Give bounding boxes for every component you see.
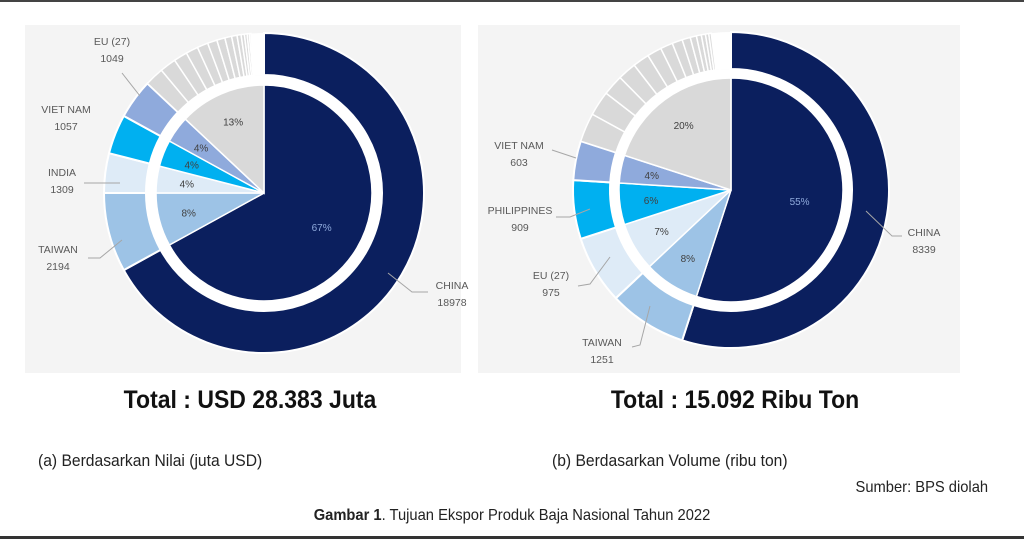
percent-label-taiwan: 8% bbox=[181, 208, 196, 219]
ring-gap bbox=[610, 69, 852, 311]
percent-label-eu-27: 4% bbox=[194, 143, 209, 154]
label-value: 1251 bbox=[590, 354, 614, 366]
label-a-eu: EU (27) 1049 bbox=[94, 34, 130, 68]
pie-slice-others bbox=[184, 84, 265, 195]
percent-label-eu-27: 7% bbox=[654, 227, 669, 238]
label-value: 1309 bbox=[50, 184, 74, 196]
label-name: CHINA bbox=[907, 227, 941, 239]
label-value: 1057 bbox=[54, 121, 78, 133]
chart-b-total: Total : 15.092 Ribu Ton bbox=[610, 386, 860, 414]
percent-label-viet-nam: 4% bbox=[184, 160, 199, 171]
label-b-taiwan: TAIWAN 1251 bbox=[582, 335, 622, 369]
label-b-vietnam: VIET NAM 603 bbox=[494, 138, 543, 172]
label-name: TAIWAN bbox=[582, 337, 622, 349]
leader-line-b-china bbox=[865, 210, 902, 237]
label-name: PHILIPPINES bbox=[487, 205, 553, 217]
ring-segment-gap bbox=[711, 32, 731, 70]
label-name: EU (27) bbox=[93, 36, 131, 48]
pie-slice-china bbox=[695, 77, 844, 303]
source-note: Sumber: BPS diolah bbox=[855, 479, 988, 496]
label-a-india: INDIA 1309 bbox=[48, 165, 76, 199]
chart-a-caption: (a) Berdasarkan Nilai (juta USD) bbox=[38, 451, 263, 470]
figure-label: Gambar 1 bbox=[313, 507, 382, 524]
percent-label-philippines: 6% bbox=[644, 196, 659, 207]
leader-line-b-vietnam bbox=[551, 149, 577, 159]
leader-line-b-eu bbox=[577, 256, 611, 287]
label-name: VIET NAM bbox=[494, 140, 544, 152]
leader-line-a-china bbox=[387, 272, 428, 293]
label-b-eu: EU (27) 975 bbox=[533, 268, 569, 302]
percent-label-china: 67% bbox=[312, 223, 332, 234]
label-name: CHINA bbox=[435, 280, 469, 292]
label-value: 1049 bbox=[100, 53, 124, 65]
leader-lines bbox=[84, 72, 902, 348]
label-b-philippines: PHILIPPINES 909 bbox=[488, 203, 553, 237]
percent-label-china: 55% bbox=[790, 197, 810, 208]
label-a-china: CHINA 18978 bbox=[436, 278, 469, 312]
chart-b: 55% 8% 7% 6% 4% 20% bbox=[572, 30, 890, 349]
label-value: 975 bbox=[542, 287, 560, 299]
top-border bbox=[0, 0, 1024, 2]
chart-b-caption: (b) Berdasarkan Volume (ribu ton) bbox=[552, 451, 788, 470]
ring-segment-philippines bbox=[572, 179, 618, 241]
label-value: 603 bbox=[510, 157, 528, 169]
label-value: 18978 bbox=[437, 297, 467, 309]
label-a-taiwan: TAIWAN 2194 bbox=[38, 242, 78, 276]
ring-gap bbox=[146, 75, 382, 311]
label-name: VIET NAM bbox=[41, 104, 91, 116]
ring-segment-gap bbox=[250, 33, 264, 76]
figure-caption: Gambar 1. Tujuan Ekspor Produk Baja Nasi… bbox=[314, 507, 711, 525]
percent-label-india: 4% bbox=[180, 179, 195, 190]
leader-line-b-philippines bbox=[556, 208, 591, 218]
label-b-china: CHINA 8339 bbox=[908, 225, 941, 259]
percent-label-viet-nam: 4% bbox=[645, 171, 660, 182]
leader-line-a-eu bbox=[121, 72, 141, 97]
pie-slice-others bbox=[623, 77, 732, 192]
label-a-vietnam: VIET NAM 1057 bbox=[41, 102, 90, 136]
percent-label-others: 13% bbox=[223, 118, 243, 129]
bottom-border bbox=[0, 536, 1024, 539]
label-name: TAIWAN bbox=[38, 244, 78, 256]
pie-slice-china bbox=[168, 84, 373, 302]
leader-line-a-taiwan bbox=[88, 239, 123, 259]
chart-a-total: Total : USD 28.383 Juta bbox=[123, 386, 377, 414]
percent-label-taiwan: 8% bbox=[681, 254, 696, 265]
label-value: 2194 bbox=[46, 261, 70, 273]
label-value: 909 bbox=[511, 222, 529, 234]
percent-label-others: 20% bbox=[674, 121, 694, 132]
label-name: INDIA bbox=[47, 167, 77, 179]
leader-line-b-taiwan bbox=[631, 305, 651, 348]
chart-a: 67% 8% 4% 4% 4% 13% bbox=[102, 31, 425, 354]
label-value: 8339 bbox=[912, 244, 936, 256]
figure-text: . Tujuan Ekspor Produk Baja Nasional Tah… bbox=[381, 507, 711, 524]
label-name: EU (27) bbox=[532, 270, 570, 282]
